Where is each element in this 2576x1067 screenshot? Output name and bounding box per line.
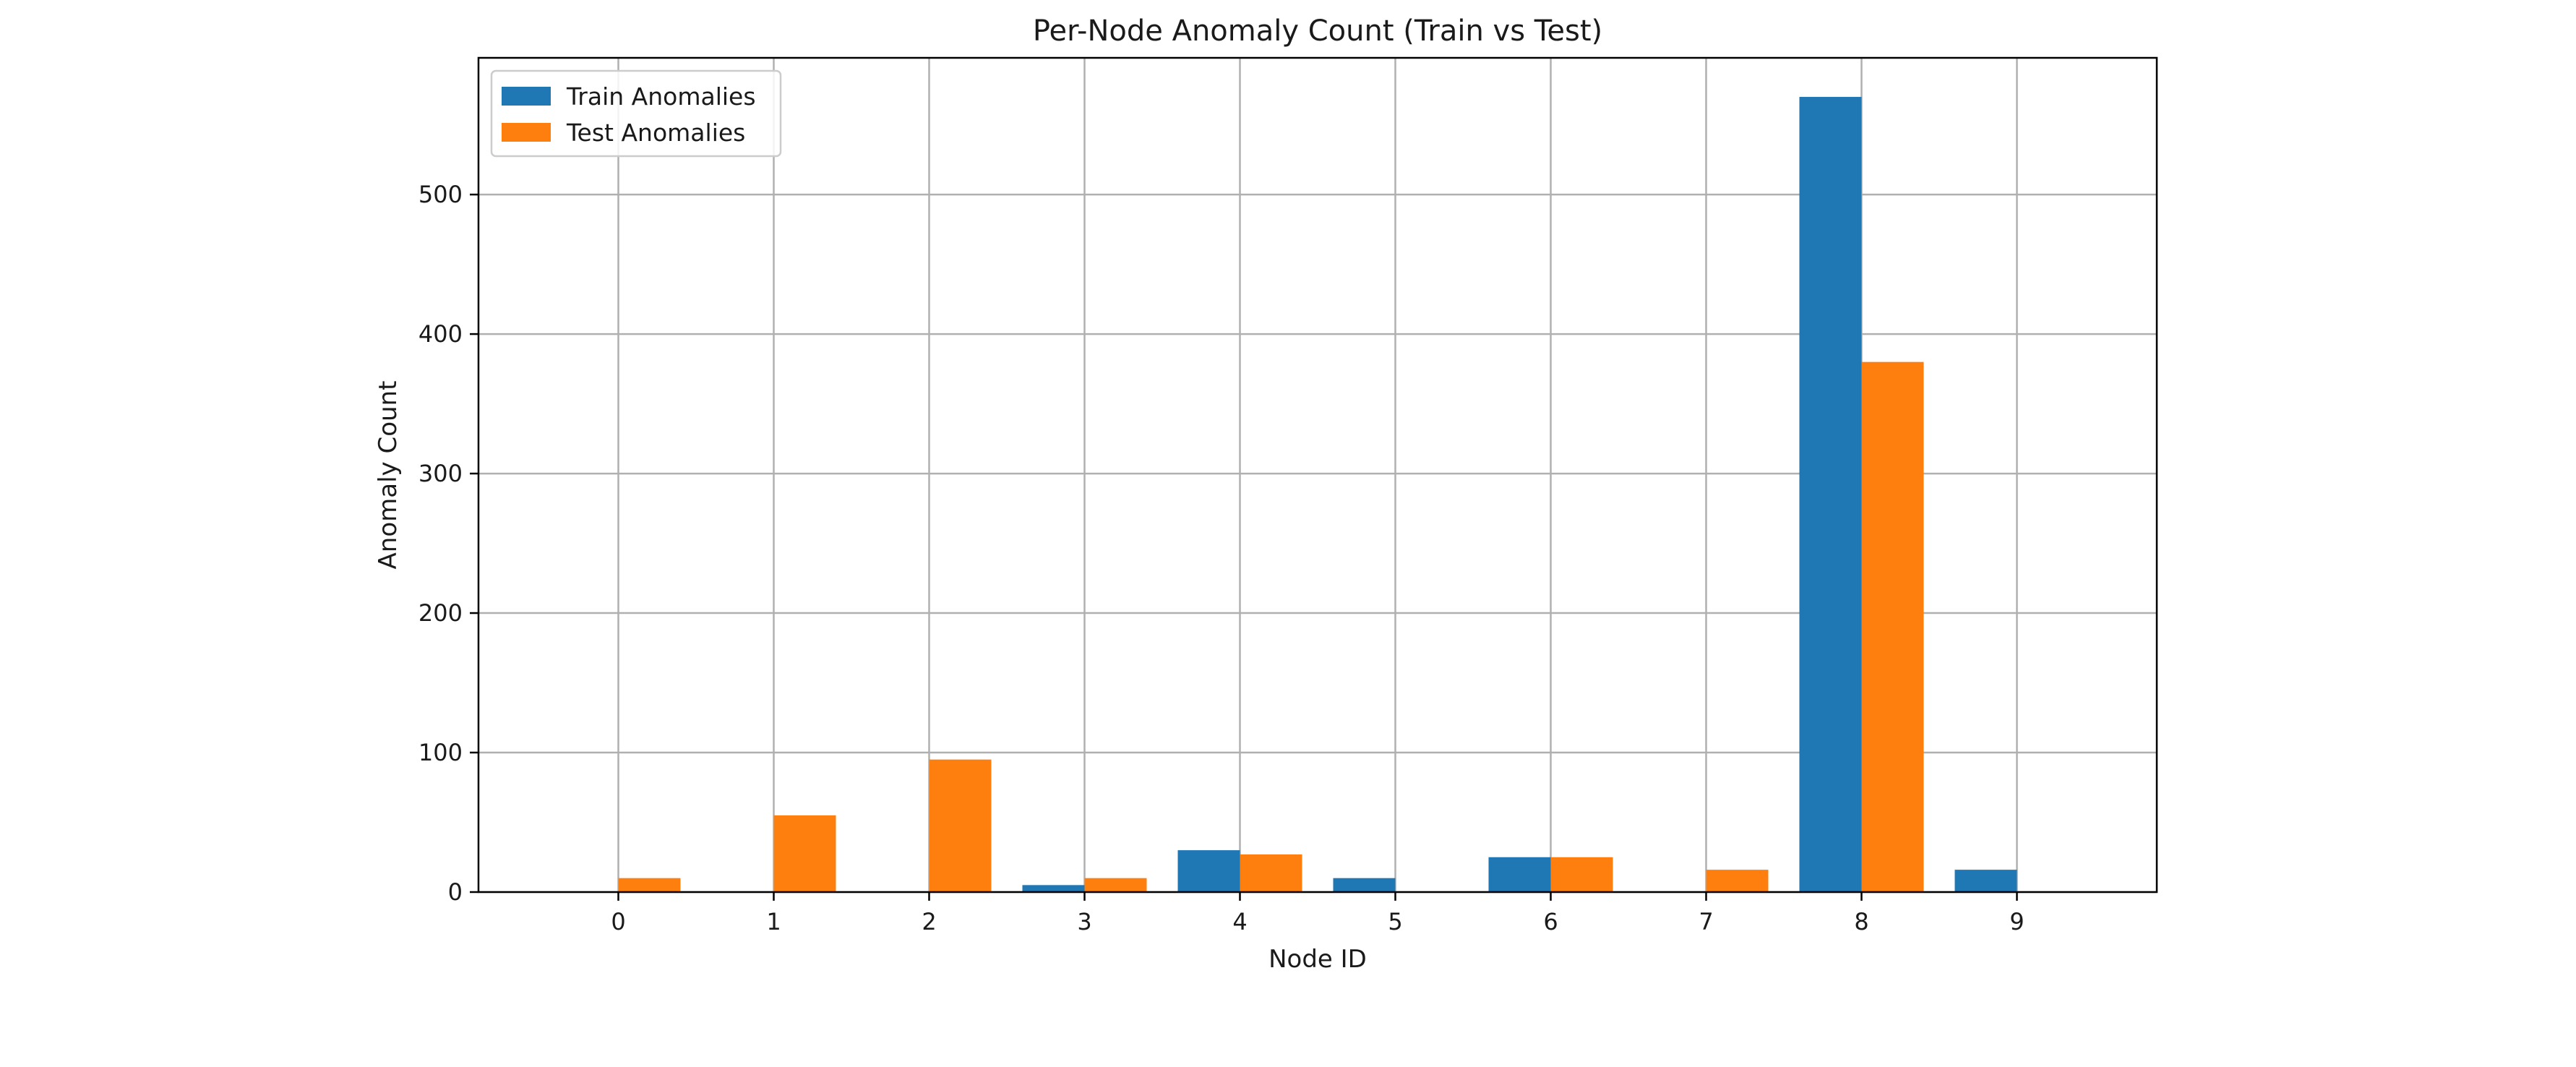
test-bar-node-0 (618, 878, 681, 892)
x-tick-label: 0 (611, 908, 625, 935)
x-tick-label: 9 (2009, 908, 2024, 935)
y-tick-label: 200 (418, 599, 463, 627)
test-bar-node-1 (773, 815, 836, 892)
x-tick-label: 2 (922, 908, 936, 935)
train-bar-node-3 (1022, 885, 1085, 892)
train-bar-node-8 (1799, 97, 1862, 892)
chart-title: Per-Node Anomaly Count (Train vs Test) (1033, 14, 1602, 48)
test-bar-node-4 (1240, 854, 1302, 892)
x-tick-label: 5 (1388, 908, 1402, 935)
train-bar-node-5 (1333, 878, 1396, 892)
legend: Train Anomalies Test Anomalies (490, 69, 782, 158)
y-tick-label: 400 (418, 320, 463, 348)
test-bar-node-6 (1550, 857, 1613, 892)
train-bar-node-6 (1488, 857, 1551, 892)
legend-swatch-train (502, 87, 551, 106)
x-tick-label: 7 (1699, 908, 1713, 935)
train-bar-node-4 (1177, 850, 1240, 892)
test-bar-node-3 (1084, 878, 1147, 892)
train-bar-node-9 (1954, 870, 2017, 892)
x-tick-label: 1 (766, 908, 781, 935)
legend-swatch-test (502, 123, 551, 142)
y-tick-label: 300 (418, 460, 463, 487)
plot-frame (477, 56, 2158, 894)
x-tick-label: 3 (1077, 908, 1091, 935)
legend-label-test: Test Anomalies (566, 119, 745, 147)
bars (618, 97, 2017, 892)
y-tick-label: 500 (418, 181, 463, 208)
test-bar-node-2 (929, 759, 992, 892)
legend-box (490, 69, 782, 158)
y-tick-label: 0 (448, 878, 463, 906)
test-bar-node-7 (1706, 870, 1769, 892)
x-tick-label: 4 (1232, 908, 1247, 935)
legend-label-train: Train Anomalies (566, 82, 756, 111)
test-bar-node-8 (1861, 361, 1924, 892)
axis-ticks: 0 1 2 3 4 5 6 7 8 9 0 100 200 300 400 500 (418, 181, 2025, 935)
x-axis-label: Node ID (1268, 945, 1367, 974)
x-tick-label: 8 (1854, 908, 1868, 935)
x-tick-label: 6 (1543, 908, 1558, 935)
y-tick-label: 100 (418, 739, 463, 766)
y-axis-label: Anomaly Count (374, 381, 403, 570)
